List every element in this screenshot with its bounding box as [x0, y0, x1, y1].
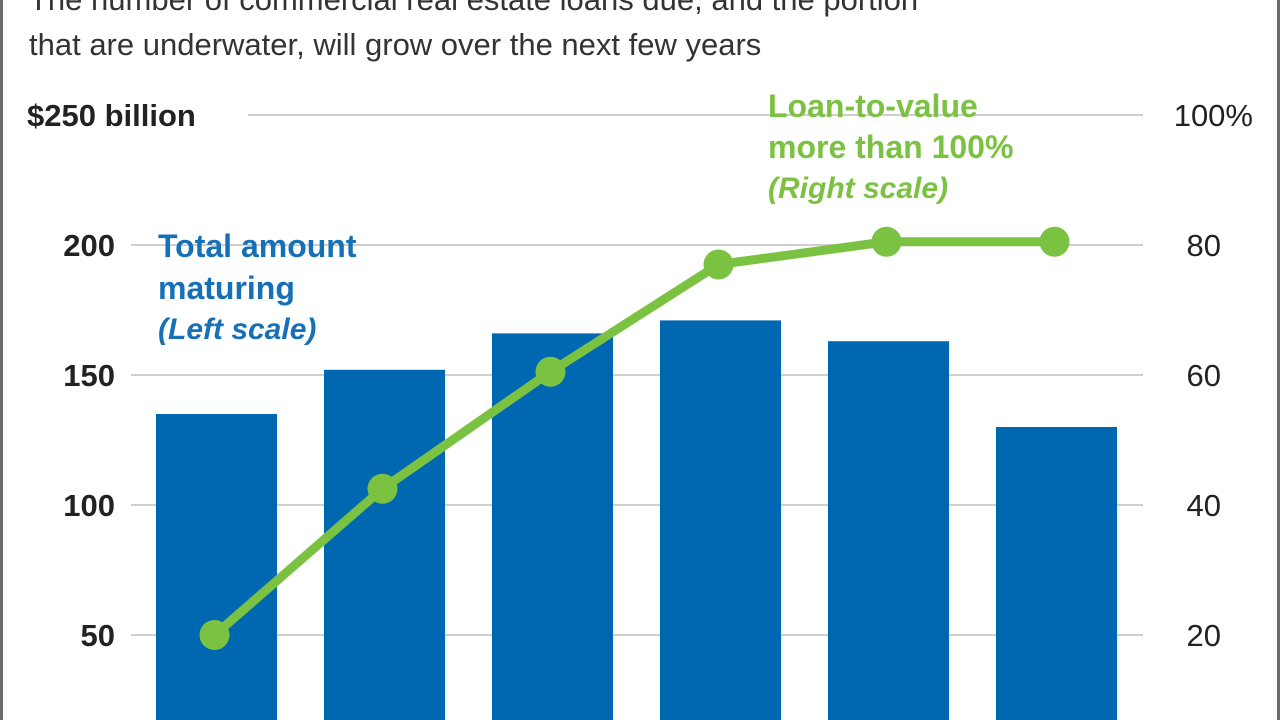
right-tick-label: 60 [1187, 358, 1221, 393]
chart: 50 100 150 200 $250 billion 20 40 60 80 100% The … [27, 0, 1253, 720]
left-tick-label: $250 billion [27, 98, 196, 133]
bar [492, 333, 613, 720]
bars-annotation-scale: (Left scale) [158, 313, 316, 346]
right-tick-label: 80 [1187, 228, 1221, 263]
line-annotation-scale: (Right scale) [768, 172, 948, 205]
ltv-point [1039, 226, 1070, 257]
ltv-point [367, 473, 398, 504]
ltv-point [871, 226, 902, 257]
bar [324, 369, 445, 720]
line-annotation-line-2: more than 100% [768, 129, 1013, 165]
right-tick-label: 40 [1187, 488, 1221, 523]
subtitle-line-1: The number of commercial real estate loa… [29, 0, 918, 17]
left-tick-label: 50 [81, 618, 115, 653]
right-tick-label: 100% [1174, 98, 1253, 133]
ltv-point [703, 249, 734, 280]
bar [996, 427, 1117, 720]
ltv-line [210, 237, 1059, 640]
subtitle-line-2: that are underwater, will grow over the … [29, 27, 761, 62]
bars-annotation-line-1: Total amount [158, 228, 357, 264]
line-annotation-line-1: Loan-to-value [768, 88, 978, 124]
bar-series [156, 320, 1117, 720]
left-tick-label: 200 [63, 228, 115, 263]
bar [828, 341, 949, 720]
bar [156, 414, 277, 720]
axis-ticks: 50 100 150 200 $250 billion 20 40 60 80 100% [27, 98, 1253, 653]
left-tick-label: 150 [63, 358, 115, 393]
ltv-point [199, 620, 230, 650]
bar [660, 320, 781, 720]
gridlines [131, 114, 1143, 636]
line-series [199, 226, 1070, 650]
left-tick-label: 100 [63, 488, 115, 523]
ltv-point [535, 356, 566, 387]
right-tick-label: 20 [1187, 618, 1221, 653]
bars-annotation-line-2: maturing [158, 270, 295, 306]
